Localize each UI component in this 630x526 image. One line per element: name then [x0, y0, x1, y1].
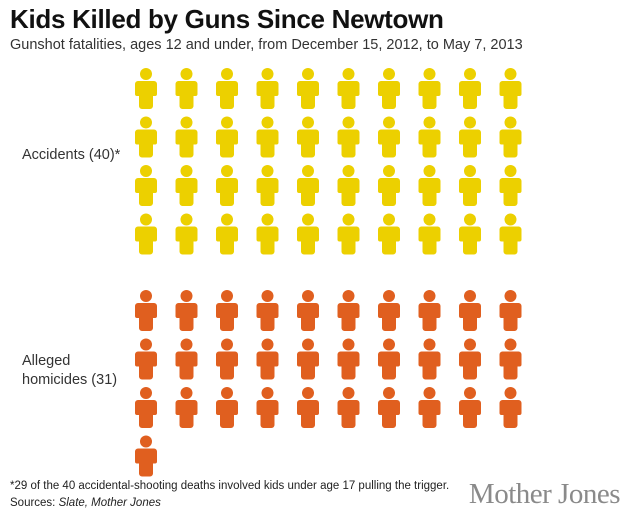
person-icon-accidents	[418, 68, 441, 109]
person-icon-alleged-homicides	[499, 290, 522, 331]
person-icon-alleged-homicides	[256, 387, 279, 428]
person-icon-accidents	[378, 116, 400, 158]
person-icon-alleged-homicides	[216, 338, 238, 380]
person-icon-accidents	[459, 213, 481, 255]
person-icon-alleged-homicides	[378, 387, 400, 428]
person-icon-accidents	[418, 116, 441, 158]
person-icon-accidents	[499, 116, 522, 158]
person-icon-accidents	[297, 116, 319, 158]
sources: Sources: Slate, Mother Jones	[10, 497, 161, 509]
person-icon-alleged-homicides	[175, 290, 198, 331]
person-icon-alleged-homicides	[297, 290, 319, 331]
person-icon-alleged-homicides	[135, 387, 157, 428]
person-icon-alleged-homicides	[459, 338, 481, 380]
chart-subtitle: Gunshot fatalities, ages 12 and under, f…	[10, 37, 523, 53]
person-icon-accidents	[378, 165, 400, 206]
person-icon-accidents	[378, 68, 400, 109]
person-icon-accidents	[297, 68, 319, 109]
person-icon-accidents	[175, 68, 198, 109]
person-icon-alleged-homicides	[297, 387, 319, 428]
person-icon-alleged-homicides	[418, 338, 441, 380]
person-icon-accidents	[297, 213, 319, 255]
person-icon-accidents	[175, 165, 198, 206]
person-icon-accidents	[418, 213, 441, 255]
person-icon-accidents	[459, 68, 481, 109]
person-icon-accidents	[175, 213, 198, 255]
homicides-label-line1: Alleged	[22, 353, 71, 369]
person-icon-accidents	[175, 116, 198, 158]
person-icon-alleged-homicides	[337, 387, 360, 428]
person-icon-accidents	[135, 116, 157, 158]
person-icon-accidents	[337, 116, 360, 158]
sources-prefix: Sources:	[10, 497, 59, 509]
accidents-label: Accidents (40)*	[22, 147, 121, 163]
person-icon-accidents	[135, 165, 157, 206]
person-icon-alleged-homicides	[459, 290, 481, 331]
homicides-label: Alleged homicides (31)	[22, 352, 117, 390]
person-icon-alleged-homicides	[256, 338, 279, 380]
homicides-label-line2: homicides (31)	[22, 372, 118, 388]
person-icon-alleged-homicides	[175, 387, 198, 428]
person-icon-alleged-homicides	[337, 338, 360, 380]
person-icon-alleged-homicides	[175, 338, 198, 380]
person-icon-accidents	[256, 165, 279, 206]
person-icon-alleged-homicides	[378, 338, 400, 380]
mother-jones-logo: Mother Jones	[468, 478, 621, 510]
person-icon-accidents	[135, 213, 157, 255]
person-icon-alleged-homicides	[135, 290, 157, 331]
chart-title: Kids Killed by Guns Since Newtown	[10, 4, 444, 34]
person-icon-accidents	[418, 165, 441, 206]
person-icon-alleged-homicides	[418, 290, 441, 331]
person-icon-accidents	[499, 213, 522, 255]
person-icon-accidents	[337, 165, 360, 206]
person-icon-accidents	[337, 213, 360, 255]
person-icon-alleged-homicides	[216, 387, 238, 428]
person-icon-accidents	[256, 116, 279, 158]
person-icon-accidents	[499, 165, 522, 206]
person-icon-accidents	[499, 68, 522, 109]
person-icon-accidents	[216, 68, 238, 109]
person-icon-accidents	[256, 213, 279, 255]
person-icon-alleged-homicides	[135, 338, 157, 380]
person-icon-accidents	[135, 68, 157, 109]
person-icon-alleged-homicides	[499, 387, 522, 428]
person-icon-alleged-homicides	[297, 338, 319, 380]
person-icon-alleged-homicides	[337, 290, 360, 331]
person-icon-accidents	[378, 213, 400, 255]
person-icon-alleged-homicides	[459, 387, 481, 428]
person-icon-accidents	[337, 68, 360, 109]
person-icon-alleged-homicides	[135, 435, 157, 477]
person-icon-alleged-homicides	[216, 290, 238, 331]
person-icon-alleged-homicides	[499, 338, 522, 380]
person-icon-accidents	[297, 165, 319, 206]
person-icon-accidents	[459, 165, 481, 206]
person-icon-accidents	[216, 116, 238, 158]
footnote: *29 of the 40 accidental-shooting deaths…	[10, 480, 450, 492]
person-icon-accidents	[216, 165, 238, 206]
person-icon-accidents	[459, 116, 481, 158]
person-icon-alleged-homicides	[418, 387, 441, 428]
person-icon-accidents	[216, 213, 238, 255]
sources-list: Slate, Mother Jones	[58, 497, 161, 509]
person-icon-alleged-homicides	[256, 290, 279, 331]
person-icon-accidents	[256, 68, 279, 109]
person-icon-alleged-homicides	[378, 290, 400, 331]
